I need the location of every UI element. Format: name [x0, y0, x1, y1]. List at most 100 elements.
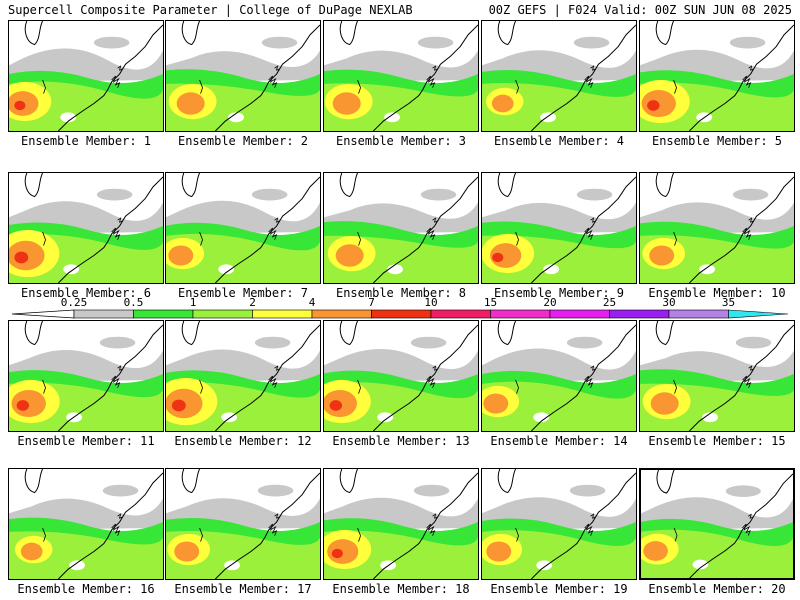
bay-outline	[111, 365, 123, 388]
field-shade-lightgreen	[482, 381, 636, 431]
field-shade-orange	[11, 389, 46, 418]
state-line	[515, 527, 519, 542]
coastline	[58, 324, 163, 431]
field-shade-red	[492, 252, 504, 263]
panel-label: Ensemble Member: 16	[17, 582, 155, 596]
map-plot	[166, 21, 320, 131]
ensemble-panel[interactable]	[481, 320, 637, 432]
lake-outline	[655, 173, 675, 198]
bay-outline	[584, 65, 596, 88]
field-shade-orange	[332, 92, 361, 115]
lake-outline	[339, 321, 359, 346]
run-info: 00Z GEFS | F024 Valid: 00Z SUN JUN 08 20…	[488, 3, 792, 17]
state-line	[357, 379, 361, 394]
ensemble-panel[interactable]	[639, 320, 795, 432]
field-shade-lightgreen	[641, 529, 793, 578]
panel-label: Ensemble Member: 18	[332, 582, 470, 596]
coastline	[689, 176, 794, 283]
map-plot	[482, 173, 636, 283]
lake-outline	[339, 173, 359, 198]
ensemble-panel[interactable]	[323, 468, 479, 580]
legend-bin	[430, 309, 491, 319]
field-shade-low	[102, 484, 139, 497]
map-plot	[482, 321, 636, 431]
panel-label: Ensemble Member: 14	[490, 434, 628, 448]
ensemble-panel[interactable]	[165, 172, 321, 284]
field-shade-orange	[486, 541, 512, 562]
legend-tick-label: 25	[602, 296, 617, 309]
state-line	[357, 527, 361, 542]
state-line	[357, 231, 361, 246]
ensemble-panel[interactable]	[165, 20, 321, 132]
field-gap	[228, 112, 244, 123]
panel-label: Ensemble Member: 20	[648, 582, 786, 596]
ensemble-panel[interactable]	[639, 172, 795, 284]
lake-outline	[497, 173, 517, 198]
ensemble-panel[interactable]	[481, 172, 637, 284]
lake-outline	[655, 321, 675, 346]
field-shade-red	[16, 400, 30, 411]
bay-outline	[584, 365, 596, 388]
field-shade-low	[93, 36, 130, 49]
field-shade-red	[171, 399, 186, 412]
coastline	[689, 324, 794, 431]
ensemble-panel[interactable]	[8, 320, 164, 432]
bay-outline	[426, 65, 438, 88]
map-plot	[640, 21, 794, 131]
coastline	[58, 176, 163, 283]
state-line	[673, 379, 677, 394]
ensemble-panel[interactable]	[639, 20, 795, 132]
bay-outline	[584, 217, 596, 240]
ensemble-panel[interactable]	[323, 320, 479, 432]
coastline	[58, 24, 163, 131]
ensemble-panel[interactable]	[323, 172, 479, 284]
panel-label: Ensemble Member: 4	[493, 134, 625, 148]
legend-bin	[133, 309, 194, 319]
ensemble-panel[interactable]	[165, 468, 321, 580]
state-line	[515, 79, 519, 94]
ensemble-panel[interactable]	[8, 20, 164, 132]
field-shade-low	[732, 188, 769, 201]
coastline	[373, 24, 478, 131]
bay-outline	[426, 217, 438, 240]
ensemble-panel[interactable]	[8, 468, 164, 580]
ensemble-panel[interactable]	[481, 468, 637, 580]
field-gap	[384, 112, 401, 123]
field-shade-low	[735, 336, 772, 349]
map-plot	[166, 469, 320, 579]
lake-outline	[181, 173, 201, 198]
field-gap	[69, 560, 86, 571]
map-plot	[482, 469, 636, 579]
state-line	[673, 231, 677, 246]
legend-bin	[549, 309, 610, 319]
field-gap	[377, 412, 394, 423]
field-shade-orange	[649, 245, 675, 266]
coastline	[531, 24, 636, 131]
map-plot	[324, 321, 478, 431]
field-shade-low	[420, 188, 457, 201]
ensemble-panel[interactable]	[8, 172, 164, 284]
field-gap	[63, 264, 80, 275]
panel-label: Ensemble Member: 17	[174, 582, 312, 596]
legend-tick-label: 35	[721, 296, 736, 309]
ensemble-panel[interactable]	[639, 468, 795, 580]
state-line	[515, 379, 519, 394]
ensemble-panel[interactable]	[323, 20, 479, 132]
state-line	[357, 79, 361, 94]
ensemble-panel[interactable]	[481, 20, 637, 132]
panel-label: Ensemble Member: 7	[177, 286, 309, 300]
coastline	[373, 324, 478, 431]
field-shade-orange	[491, 94, 514, 113]
coastline	[215, 472, 320, 579]
legend-bin	[192, 309, 253, 319]
coastline	[531, 176, 636, 283]
map-plot	[9, 173, 163, 283]
bay-outline	[111, 65, 123, 88]
field-shade-red	[14, 100, 26, 111]
legend-tick-label: 10	[424, 296, 438, 309]
lake-outline	[339, 469, 359, 494]
ensemble-panel[interactable]	[165, 320, 321, 432]
field-gap	[699, 264, 716, 275]
map-plot	[166, 321, 320, 431]
legend-arrow-right	[728, 309, 789, 319]
